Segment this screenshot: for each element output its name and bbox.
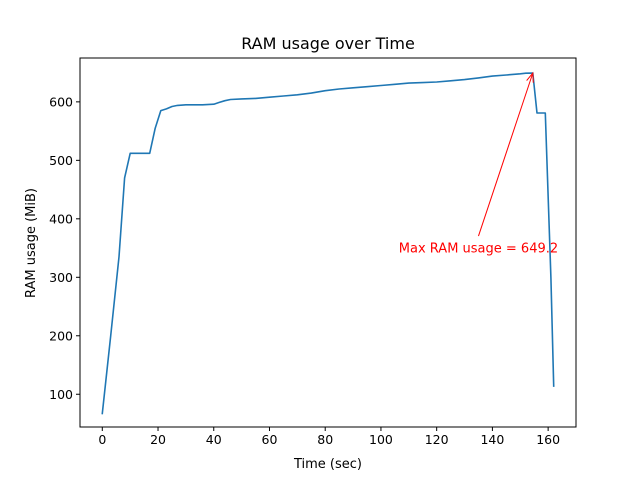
y-tick-label: 600 — [49, 94, 73, 109]
y-tick-label: 400 — [49, 211, 73, 226]
x-tick-label: 100 — [369, 432, 393, 447]
y-tick-label: 100 — [49, 387, 73, 402]
annotation-arrow-line — [477, 74, 533, 237]
chart-title: RAM usage over Time — [241, 34, 415, 53]
y-tick-label: 200 — [49, 328, 73, 343]
annotation-arrow-head — [526, 71, 534, 83]
x-tick-label: 20 — [150, 432, 166, 447]
y-axis-label: RAM usage (MiB) — [24, 188, 39, 298]
annotation-max-ram-label: Max RAM usage = 649.2 — [399, 242, 558, 257]
x-axis-label: Time (sec) — [293, 457, 362, 472]
y-tick-label: 500 — [49, 153, 73, 168]
plot-area — [101, 72, 555, 415]
x-tick-label: 60 — [262, 432, 278, 447]
y-axis-ticks: 100 200 300 400 500 600 — [49, 94, 80, 402]
x-tick-label: 120 — [425, 432, 449, 447]
x-tick-label: 140 — [480, 432, 504, 447]
x-tick-label: 160 — [536, 432, 560, 447]
x-axis-ticks: 0 20 40 60 80 100 120 140 160 — [98, 427, 560, 447]
y-tick-label: 300 — [49, 270, 73, 285]
plot-frame — [79, 57, 577, 428]
x-tick-label: 40 — [206, 432, 222, 447]
ram-usage-series-line — [101, 72, 555, 415]
x-tick-label: 0 — [98, 432, 106, 447]
x-tick-label: 80 — [317, 432, 333, 447]
annotations: Max RAM usage = 649.2 — [399, 71, 558, 257]
